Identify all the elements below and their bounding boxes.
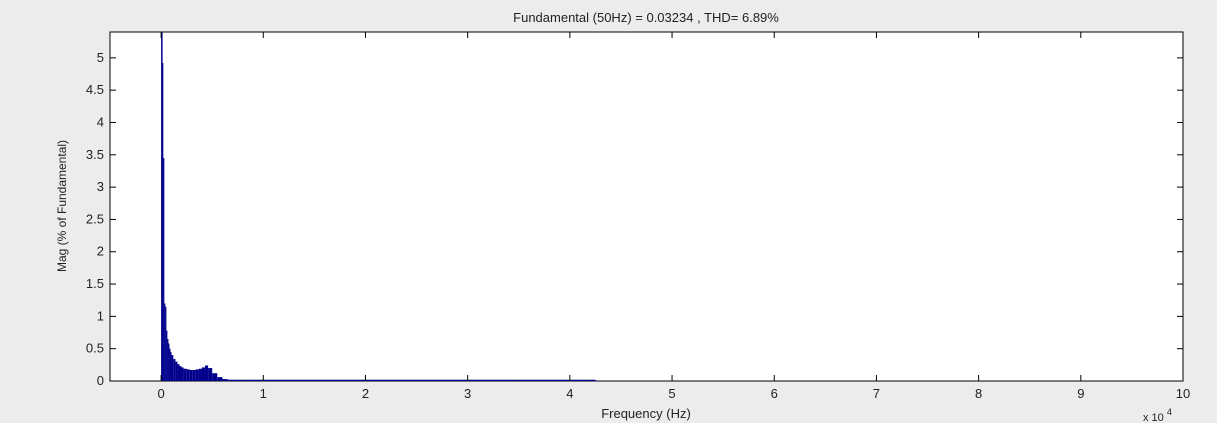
x-tick-label: 6 bbox=[771, 386, 778, 401]
chart-title: Fundamental (50Hz) = 0.03234 , THD= 6.89… bbox=[513, 10, 779, 25]
y-tick-label: 2 bbox=[97, 244, 104, 259]
y-tick-label: 0 bbox=[97, 373, 104, 388]
bar bbox=[314, 379, 366, 381]
bar bbox=[365, 379, 417, 381]
bar bbox=[416, 379, 468, 381]
bar bbox=[222, 379, 228, 381]
bar bbox=[242, 379, 264, 381]
bar bbox=[170, 351, 172, 381]
x-tick-label: 8 bbox=[975, 386, 982, 401]
bar bbox=[198, 368, 202, 381]
bar bbox=[162, 63, 164, 382]
x-tick-label: 4 bbox=[566, 386, 573, 401]
bar bbox=[205, 365, 209, 381]
y-tick-label: 1.5 bbox=[86, 276, 104, 291]
bar bbox=[161, 32, 163, 381]
x-tick-label: 5 bbox=[668, 386, 675, 401]
x-tick-label: 0 bbox=[157, 386, 164, 401]
y-tick-label: 1 bbox=[97, 308, 104, 323]
x-tick-label: 7 bbox=[873, 386, 880, 401]
bar bbox=[177, 364, 180, 381]
bar bbox=[201, 367, 206, 381]
bar bbox=[189, 370, 193, 381]
bar bbox=[195, 369, 199, 381]
x-axis: 0 1 2 3 4 5 6 7 8 9 10 bbox=[157, 32, 1190, 401]
bar bbox=[171, 355, 174, 381]
bar bbox=[263, 379, 315, 381]
bar bbox=[179, 366, 182, 381]
y-tick-label: 3.5 bbox=[86, 147, 104, 162]
y-tick-label: 4.5 bbox=[86, 82, 104, 97]
bar bbox=[164, 303, 166, 381]
x-tick-label: 2 bbox=[362, 386, 369, 401]
bar bbox=[595, 380, 597, 382]
y-axis: 0 0.5 1 1.5 2 2.5 3 3.5 4 4.5 5 bbox=[86, 50, 1183, 388]
bar bbox=[186, 369, 190, 381]
y-tick-label: 0.5 bbox=[86, 341, 104, 356]
y-tick-label: 3 bbox=[97, 179, 104, 194]
x-tick-label: 1 bbox=[260, 386, 267, 401]
y-tick-label: 4 bbox=[97, 114, 104, 129]
y-tick-label: 2.5 bbox=[86, 211, 104, 226]
bar bbox=[569, 379, 591, 381]
bar bbox=[163, 158, 165, 381]
bar bbox=[227, 379, 233, 381]
bar bbox=[192, 370, 196, 381]
bar bbox=[175, 361, 178, 381]
x-tick-label: 9 bbox=[1077, 386, 1084, 401]
bar bbox=[165, 306, 167, 381]
bar bbox=[590, 379, 596, 381]
y-axis-label: Mag (% of Fundamental) bbox=[55, 140, 69, 272]
plot-area bbox=[109, 31, 1184, 382]
x-axis-multiplier: x 10 4 bbox=[1143, 407, 1172, 423]
bar bbox=[168, 343, 170, 381]
bar bbox=[181, 367, 184, 381]
x-axis-label: Frequency (Hz) bbox=[601, 406, 691, 421]
bar bbox=[208, 368, 213, 381]
bar bbox=[467, 379, 519, 381]
bar bbox=[183, 368, 187, 381]
bar bbox=[173, 359, 176, 381]
x-tick-label: 3 bbox=[464, 386, 471, 401]
bar bbox=[212, 373, 218, 381]
x-axis-multiplier-exponent: 4 bbox=[1167, 407, 1172, 417]
y-tick-label: 5 bbox=[97, 50, 104, 65]
bar bbox=[518, 379, 570, 381]
x-tick-label: 10 bbox=[1176, 386, 1190, 401]
bar bbox=[217, 377, 223, 381]
x-axis-multiplier-base: x 10 bbox=[1143, 412, 1164, 423]
bar bbox=[167, 338, 169, 381]
bar bbox=[232, 379, 243, 381]
bar bbox=[169, 348, 171, 381]
bar bbox=[166, 330, 168, 381]
bar-series bbox=[161, 32, 597, 382]
